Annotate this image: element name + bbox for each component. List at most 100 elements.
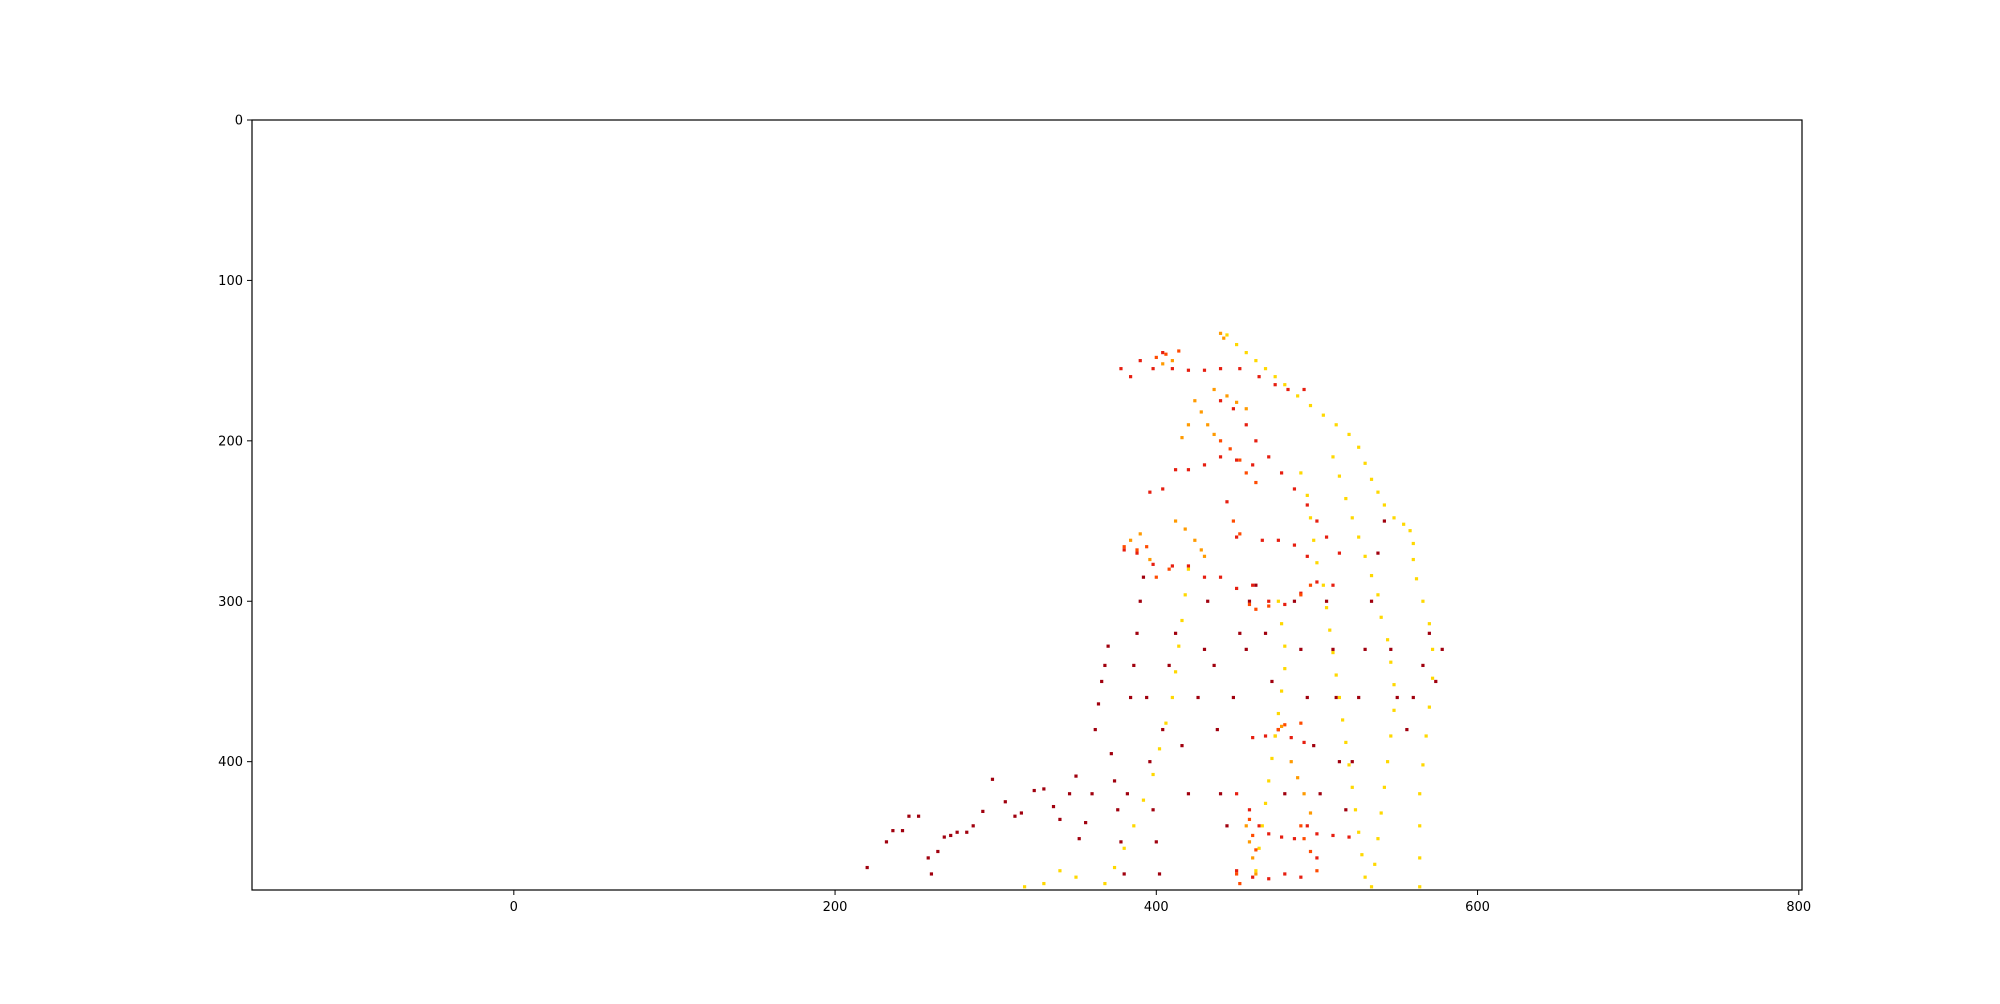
data-point <box>1148 557 1152 562</box>
data-point <box>1357 535 1361 539</box>
data-point <box>1254 480 1258 485</box>
data-point <box>1292 837 1297 841</box>
data-point <box>1411 695 1415 700</box>
data-point <box>1154 355 1158 360</box>
data-point <box>1341 718 1345 722</box>
data-point <box>1276 599 1280 603</box>
data-point <box>1305 503 1309 507</box>
data-point <box>1263 631 1268 635</box>
data-point <box>1145 695 1149 700</box>
data-point <box>1132 824 1136 828</box>
data-point <box>1430 676 1435 680</box>
data-point <box>1161 487 1165 491</box>
data-point <box>1289 760 1293 764</box>
data-point <box>1305 554 1309 558</box>
data-point <box>1254 439 1258 443</box>
data-point <box>1170 564 1174 568</box>
data-point <box>1350 760 1354 764</box>
data-point <box>1077 837 1081 841</box>
data-point <box>1119 367 1123 371</box>
data-point <box>990 777 995 781</box>
series-orange <box>1129 331 1313 876</box>
data-point <box>1244 824 1248 828</box>
data-point <box>971 824 975 828</box>
data-point <box>865 865 869 870</box>
data-point <box>1385 638 1390 642</box>
data-point <box>1347 432 1351 437</box>
data-point <box>1196 695 1200 700</box>
data-point <box>1337 474 1342 478</box>
data-point <box>1161 727 1165 732</box>
data-point <box>1302 387 1306 392</box>
data-point <box>1218 399 1223 403</box>
data-point <box>1212 663 1216 668</box>
series-yellow <box>1022 333 1435 889</box>
data-point <box>1177 644 1181 648</box>
data-point <box>1141 798 1146 802</box>
data-point <box>1315 869 1319 873</box>
data-point <box>1315 561 1319 565</box>
data-point <box>1100 679 1104 684</box>
data-point <box>1170 695 1174 700</box>
data-point <box>1357 445 1361 449</box>
data-point <box>1170 359 1174 363</box>
data-point <box>1013 814 1017 818</box>
data-point <box>1273 734 1277 738</box>
data-point <box>1421 663 1425 668</box>
data-point <box>1376 490 1380 494</box>
data-point <box>1308 403 1313 408</box>
data-point <box>1067 792 1072 796</box>
data-point <box>1331 650 1335 655</box>
data-point <box>884 840 889 844</box>
data-point <box>1337 760 1342 764</box>
data-point <box>1418 792 1422 796</box>
data-point <box>1318 792 1322 796</box>
data-point <box>1051 804 1056 809</box>
data-point <box>1180 618 1184 623</box>
data-point <box>1138 532 1142 536</box>
data-point <box>1283 383 1287 387</box>
data-point <box>1440 647 1444 651</box>
data-point <box>1129 695 1133 700</box>
data-point <box>1251 856 1255 860</box>
x-tick-label: 600 <box>1465 900 1490 915</box>
data-point <box>1382 503 1386 507</box>
data-point <box>1129 375 1133 379</box>
data-point <box>1260 538 1264 542</box>
data-point <box>1347 835 1351 839</box>
data-point <box>1257 375 1261 379</box>
data-point <box>1382 785 1386 789</box>
data-point <box>1286 387 1290 392</box>
data-point <box>1109 752 1113 756</box>
data-point <box>1363 554 1367 558</box>
data-point <box>1424 734 1428 738</box>
data-point <box>1308 516 1313 520</box>
data-point <box>1369 599 1374 603</box>
data-point <box>1122 846 1126 850</box>
data-point <box>1141 575 1146 579</box>
data-point <box>1357 695 1361 700</box>
data-point <box>1231 407 1235 411</box>
data-point <box>1254 872 1258 876</box>
data-point <box>1296 776 1300 780</box>
data-point <box>1299 471 1303 475</box>
data-point <box>1296 394 1300 398</box>
data-point <box>1215 727 1219 732</box>
data-point <box>1238 881 1242 886</box>
data-point <box>1186 468 1191 472</box>
data-point <box>1276 727 1280 732</box>
data-point <box>1251 833 1255 838</box>
data-point <box>1411 541 1415 546</box>
data-point <box>1254 848 1258 852</box>
data-point <box>1324 535 1329 539</box>
data-point <box>1173 670 1178 674</box>
data-point <box>1238 367 1242 371</box>
data-point <box>1299 647 1303 651</box>
data-point <box>1167 663 1171 668</box>
data-point <box>1199 410 1203 414</box>
data-point <box>1042 881 1046 886</box>
data-point <box>1116 808 1120 812</box>
data-point <box>1350 785 1354 789</box>
data-point <box>1308 811 1313 815</box>
